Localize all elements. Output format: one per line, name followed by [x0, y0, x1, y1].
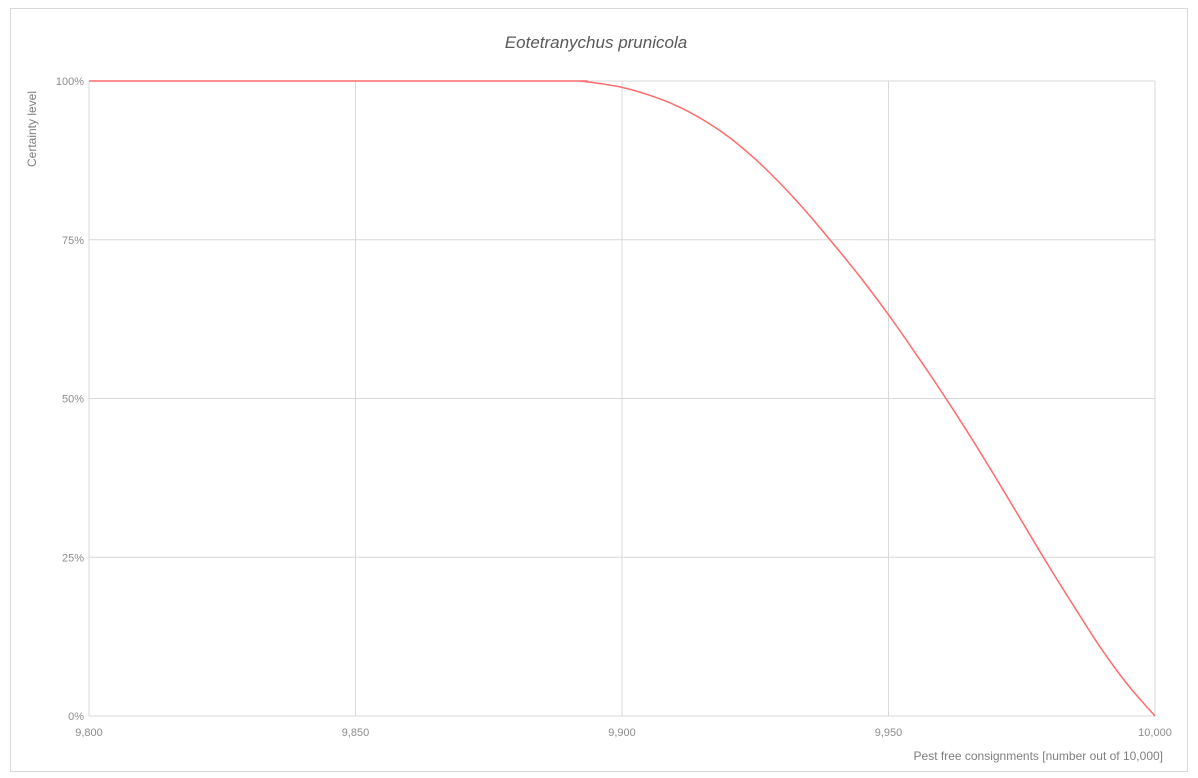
chart-frame: 9,800 9,850 9,900 9,950 10,000 0% 25% 50% 75% 100…	[10, 8, 1188, 772]
y-axis-title: Certainty level	[25, 91, 39, 167]
x-tick-label: 9,850	[342, 727, 370, 739]
line-chart: 9,800 9,850 9,900 9,950 10,000 0% 25% 50% 75% 100…	[25, 33, 1172, 763]
tick-labels: 9,800 9,850 9,900 9,950 10,000 0% 25% 50% 75% 100…	[56, 76, 1172, 739]
y-tick-label: 25%	[62, 552, 84, 564]
x-tick-label: 9,800	[75, 727, 103, 739]
y-tick-label: 0%	[68, 711, 84, 723]
series-layer	[89, 80, 1156, 717]
chart-title: Eotetranychus prunicola	[505, 33, 687, 52]
grid	[88, 80, 1156, 717]
series-line	[89, 80, 1156, 717]
x-tick-label: 9,900	[608, 727, 636, 739]
y-tick-label: 100%	[56, 76, 84, 88]
y-tick-label: 75%	[62, 235, 84, 247]
x-axis-title: Pest free consignments [number out of 10…	[914, 749, 1163, 763]
y-tick-label: 50%	[62, 394, 84, 406]
x-tick-label: 10,000	[1138, 727, 1172, 739]
x-tick-label: 9,950	[875, 727, 903, 739]
